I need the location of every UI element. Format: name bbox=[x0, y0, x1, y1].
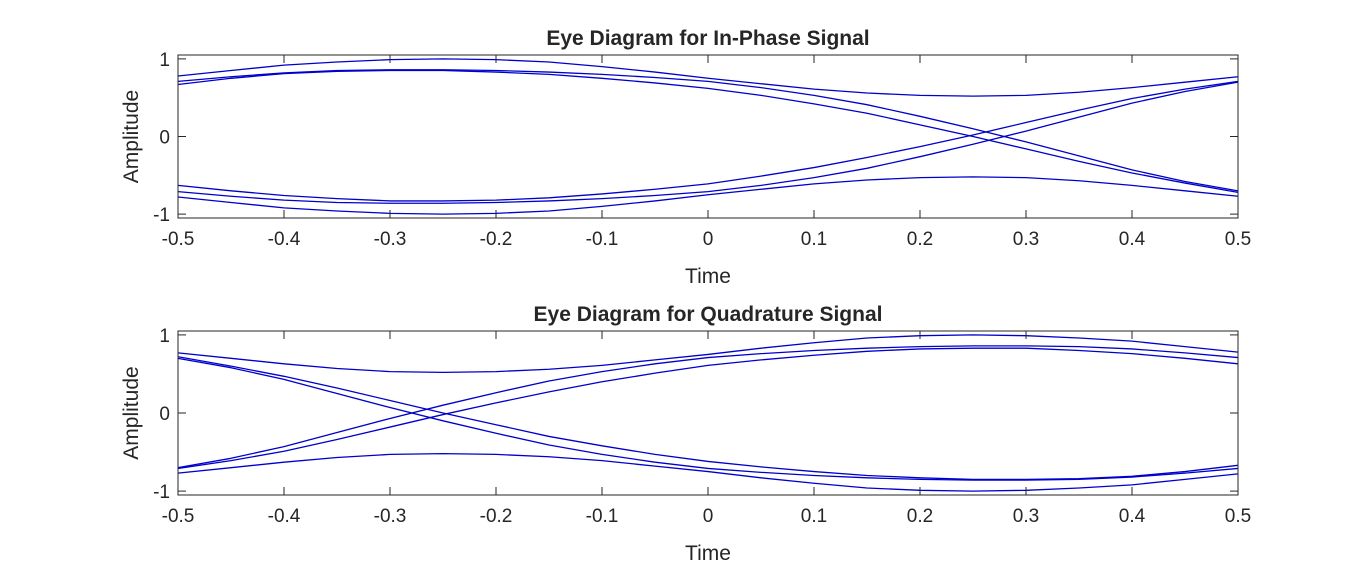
in-phase-x-axis-label: Time bbox=[685, 265, 731, 288]
quadrature-trace-5 bbox=[177, 347, 1239, 470]
in-phase-axes-box bbox=[177, 54, 1239, 219]
in-phase-x-tick-label: -0.4 bbox=[268, 229, 301, 250]
quadrature-trace-4 bbox=[177, 345, 1239, 469]
in-phase-x-tick-label: 0.1 bbox=[801, 229, 827, 250]
quadrature-y-tick-label: 0 bbox=[159, 404, 170, 425]
quadrature-trace-2 bbox=[177, 356, 1239, 481]
quadrature-x-tick-label: -0.1 bbox=[586, 506, 619, 527]
quadrature-x-tick-label: 0.1 bbox=[801, 506, 827, 527]
in-phase-x-tick-label: 0.4 bbox=[1119, 229, 1146, 250]
in-phase-trace-4 bbox=[177, 80, 1239, 202]
in-phase-x-tick-label: 0.5 bbox=[1225, 229, 1251, 250]
quadrature-y-tick-label: -1 bbox=[153, 482, 170, 503]
quadrature-y-axis-label: Amplitude bbox=[120, 366, 143, 459]
in-phase-trace-2 bbox=[177, 69, 1239, 192]
in-phase-x-tick-label: 0 bbox=[703, 229, 714, 250]
quadrature-x-tick-label: -0.4 bbox=[268, 506, 301, 527]
in-phase-x-tick-label: -0.5 bbox=[162, 229, 195, 250]
quadrature-traces bbox=[177, 334, 1239, 492]
in-phase-trace-6 bbox=[177, 176, 1239, 215]
quadrature-x-tick-label: -0.5 bbox=[162, 506, 195, 527]
in-phase-y-axis-label: Amplitude bbox=[120, 90, 143, 183]
in-phase-traces bbox=[177, 58, 1239, 215]
quadrature-x-tick-label: 0.4 bbox=[1119, 506, 1146, 527]
in-phase-trace-5 bbox=[177, 81, 1239, 204]
quadrature-panel: Eye Diagram for Quadrature Signal -0.5 -0.… bbox=[120, 303, 1251, 565]
in-phase-y-tick-label: 0 bbox=[159, 128, 170, 149]
quadrature-trace-6 bbox=[177, 452, 1239, 492]
quadrature-x-tick-label: 0.2 bbox=[907, 506, 933, 527]
quadrature-trace-1 bbox=[177, 334, 1239, 374]
quadrature-x-axis-label: Time bbox=[685, 542, 731, 565]
in-phase-x-tick-label: 0.2 bbox=[907, 229, 933, 250]
in-phase-x-tick-label: -0.2 bbox=[480, 229, 513, 250]
in-phase-x-tick-label: 0.3 bbox=[1013, 229, 1039, 250]
in-phase-x-tick-label: -0.1 bbox=[586, 229, 619, 250]
in-phase-trace-3 bbox=[177, 69, 1239, 194]
quadrature-x-tick-label: -0.3 bbox=[374, 506, 407, 527]
in-phase-chart-title: Eye Diagram for In-Phase Signal bbox=[546, 27, 869, 50]
in-phase-panel: Eye Diagram for In-Phase Signal -0.5 -0.4 -… bbox=[120, 27, 1251, 288]
in-phase-trace-1 bbox=[177, 58, 1239, 97]
quadrature-x-tick-label: 0.5 bbox=[1225, 506, 1251, 527]
quadrature-axes-box bbox=[177, 330, 1239, 496]
quadrature-chart-title: Eye Diagram for Quadrature Signal bbox=[534, 303, 883, 326]
quadrature-y-tick-label: 1 bbox=[159, 326, 170, 347]
in-phase-y-tick-label: -1 bbox=[153, 205, 170, 226]
in-phase-y-tick-label: 1 bbox=[159, 50, 170, 71]
quadrature-trace-3 bbox=[177, 357, 1239, 481]
in-phase-x-tick-label: -0.3 bbox=[374, 229, 407, 250]
quadrature-x-tick-label: 0 bbox=[703, 506, 714, 527]
quadrature-x-tick-label: 0.3 bbox=[1013, 506, 1039, 527]
quadrature-x-tick-label: -0.2 bbox=[480, 506, 513, 527]
